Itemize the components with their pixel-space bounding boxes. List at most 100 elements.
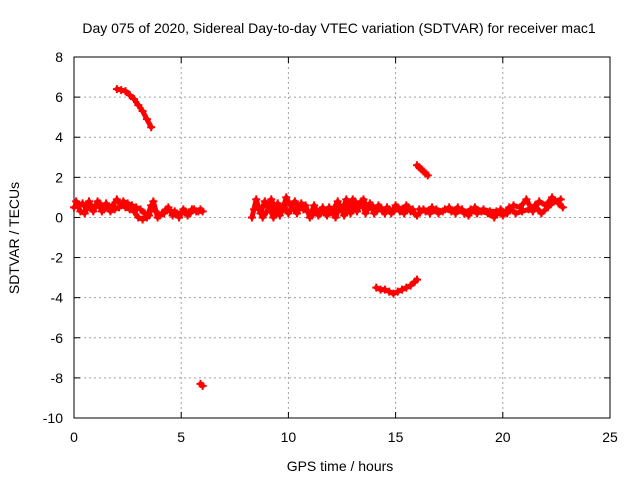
data-point [415,205,424,214]
series-main-band-e [413,193,567,222]
series-arc-mid-high [413,161,432,180]
data-point [428,203,437,212]
data-point [258,213,267,222]
x-tick-label: 10 [281,429,297,445]
data-point [505,203,514,212]
x-tick-label: 5 [177,429,185,445]
chart-title: Day 075 of 2020, Sidereal Day-to-day VTE… [82,20,595,36]
y-tick-label: -4 [51,290,64,306]
data-point [365,199,374,208]
data-point [434,209,443,218]
series-main-band-d [250,195,417,222]
data-point [85,197,94,206]
data-point [447,207,456,216]
data-point [393,287,402,296]
data-point [353,207,362,216]
data-point [490,213,499,222]
data-point [522,195,531,204]
data-point [413,211,422,220]
data-point [252,195,261,204]
series-main-band-f [415,195,565,220]
data-point [123,199,132,208]
data-point [340,211,349,220]
y-tick-label: 4 [55,129,63,145]
x-tick-label: 25 [602,429,618,445]
y-tick-label: -8 [51,370,64,386]
data-point [537,209,546,218]
data-point [344,203,353,212]
data-point [149,197,158,206]
x-tick-label: 0 [70,429,78,445]
data-point [192,207,201,216]
data-point [288,203,297,212]
data-point [383,203,392,212]
data-point [378,207,387,216]
data-point [297,199,306,208]
data-point [406,281,415,290]
y-tick-label: 8 [55,49,63,65]
data-point [157,209,166,218]
data-point [391,201,400,210]
data-point [271,205,280,214]
data-point [89,207,98,216]
data-point [524,205,533,214]
data-point [327,207,336,216]
data-point [72,197,81,206]
data-point [550,197,559,206]
data-point [556,195,565,204]
series-isolated-low [196,379,207,390]
data-point [333,197,342,206]
data-point [119,197,128,206]
data-point [479,205,488,214]
y-tick-label: 2 [55,169,63,185]
data-point [138,215,147,224]
data-point [127,201,136,210]
data-point [80,209,89,218]
x-axis-label: GPS time / hours [287,458,394,474]
data-point [314,211,323,220]
data-point [97,207,106,216]
data-point [134,213,143,222]
x-tick-label: 15 [388,429,404,445]
data-point [335,201,344,210]
data-point [121,87,130,96]
data-point [357,197,366,206]
data-point [247,213,256,222]
data-point [389,289,398,298]
data-point [136,205,145,214]
series-main-band-b [72,197,205,222]
data-point [102,199,111,208]
data-point [374,201,383,210]
data-point [132,203,141,212]
grid [74,57,610,418]
data-point [142,115,151,124]
data-points [70,85,567,390]
data-point [398,285,407,294]
data-point [473,209,482,218]
data-point [106,207,115,216]
plot-frame [73,56,611,419]
data-point [145,211,154,220]
data-point [395,207,404,216]
data-point [498,211,507,220]
y-tick-label: 6 [55,89,63,105]
data-point [385,287,394,296]
data-point [460,209,469,218]
data-point [187,205,196,214]
data-point [511,209,520,218]
data-point [453,203,462,212]
data-point [153,213,162,222]
y-tick-label: 0 [55,209,63,225]
y-axis-label: SDTVAR / TECUs [6,182,22,294]
data-point [282,193,291,202]
data-point [275,211,284,220]
data-point [318,203,327,212]
data-point [112,195,121,204]
data-point [492,207,501,216]
data-point [78,199,87,208]
data-point [269,213,278,222]
data-point [310,201,319,210]
data-point [387,209,396,218]
data-point [361,209,370,218]
data-point [175,213,184,222]
